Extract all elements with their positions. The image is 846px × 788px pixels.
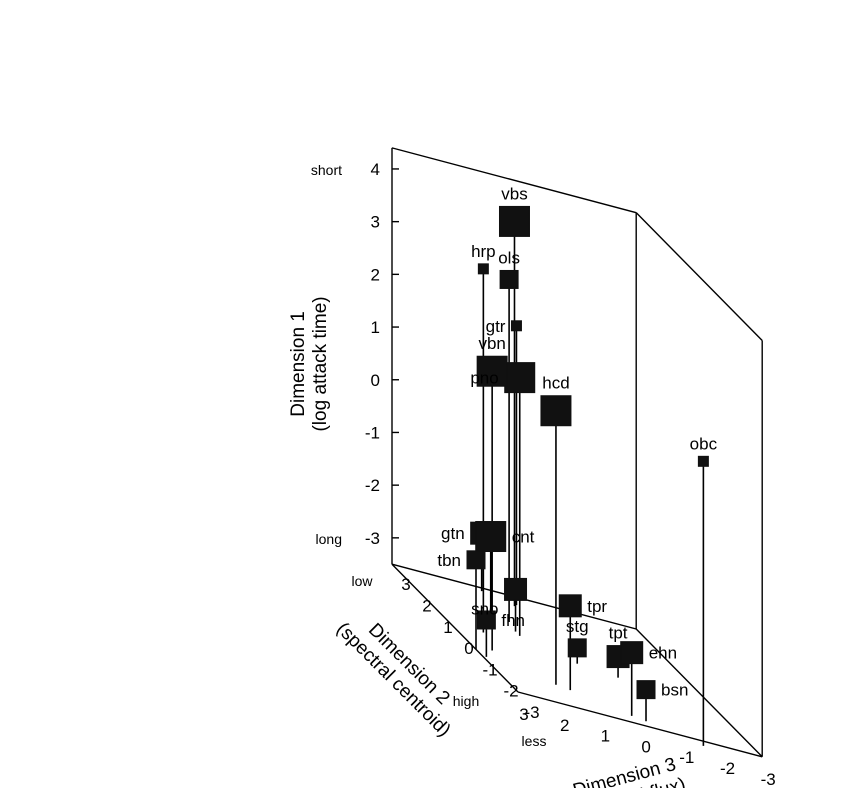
marker-vbs bbox=[498, 205, 530, 237]
dim2-tick-label: 1 bbox=[443, 618, 452, 637]
point-label-hrp: hrp bbox=[471, 242, 496, 261]
marker-obc bbox=[697, 455, 709, 467]
point-label-hcd: hcd bbox=[542, 374, 569, 393]
marker-stg bbox=[567, 638, 587, 658]
wall-top-left bbox=[391, 147, 637, 214]
point-label-pno: pno bbox=[470, 369, 498, 388]
marker-vbn bbox=[476, 355, 508, 387]
marker-sno bbox=[504, 577, 528, 601]
point-label-fhn: fhn bbox=[501, 611, 525, 630]
marker-hcd bbox=[540, 395, 572, 427]
dim3-tick-label: 3 bbox=[519, 705, 528, 724]
point-label-sno: sno bbox=[471, 599, 498, 618]
marker-ehn bbox=[620, 641, 644, 665]
point-label-vbs: vbs bbox=[501, 184, 527, 203]
point-label-tpr: tpr bbox=[587, 597, 607, 616]
dim1-tick-label: -2 bbox=[365, 476, 380, 495]
point-label-vbn: vbn bbox=[478, 334, 505, 353]
point-label-tbn: tbn bbox=[437, 551, 461, 570]
dim2-tick-label: 0 bbox=[464, 639, 473, 658]
point-label-bsn: bsn bbox=[661, 681, 688, 700]
dim2-end-label-end: high bbox=[453, 693, 479, 709]
dim2-tick-label: 2 bbox=[422, 597, 431, 616]
floor-edge-dim3 bbox=[517, 691, 763, 758]
point-label-ols: ols bbox=[498, 248, 520, 267]
dim1-end-label-top: short bbox=[311, 162, 342, 178]
marker-tpr bbox=[558, 594, 582, 618]
point-label-tpt: tpt bbox=[609, 624, 628, 643]
dim1-tick-label: -3 bbox=[365, 529, 380, 548]
dim3-tick-label: -3 bbox=[761, 770, 776, 788]
marker-tbn bbox=[466, 550, 486, 570]
dim3-tick-label: -2 bbox=[720, 759, 735, 778]
dim1-axis-label-line: Dimension 1 bbox=[288, 311, 309, 417]
dim1-tick-label: 4 bbox=[371, 160, 380, 179]
point-label-stg: stg bbox=[566, 617, 589, 636]
marker-ols bbox=[499, 269, 519, 289]
dim3-tick-label: 0 bbox=[641, 737, 650, 756]
dim2-tick-label: -2 bbox=[503, 682, 518, 701]
dim3-end-label-start: less bbox=[522, 733, 547, 749]
dim1-tick-label: 1 bbox=[371, 318, 380, 337]
marker-fhn bbox=[476, 610, 496, 630]
dim1-end-label-bottom: long bbox=[316, 531, 342, 547]
marker-bsn bbox=[636, 680, 656, 700]
dim1-tick-label: 2 bbox=[371, 265, 380, 284]
dim3-tick-label: 2 bbox=[560, 716, 569, 735]
stems bbox=[475, 221, 705, 746]
marker-pno bbox=[504, 362, 536, 394]
dim2-end-label-start: low bbox=[351, 573, 373, 589]
dim3-tick-label: -1 bbox=[679, 748, 694, 767]
point-label-obc: obc bbox=[690, 434, 718, 453]
point-label-cnt: cnt bbox=[512, 528, 535, 547]
wall-top-right bbox=[635, 212, 763, 341]
dim2-tick-label: -3 bbox=[524, 703, 539, 722]
floor-edge-dim2 bbox=[391, 563, 519, 693]
marker-hrp bbox=[477, 263, 489, 275]
dim3-tick-label: 1 bbox=[601, 727, 610, 746]
dim3-axis-label: Dimension 3(spectral flux) bbox=[567, 753, 688, 788]
axes-frame bbox=[391, 147, 763, 758]
point-label-gtn: gtn bbox=[441, 524, 465, 543]
dim1-tick-label: 0 bbox=[371, 371, 380, 390]
dim1-axis-label-line: (log attack time) bbox=[310, 296, 331, 431]
marker-gtr bbox=[510, 320, 522, 332]
dim1-tick-label: -1 bbox=[365, 423, 380, 442]
markers bbox=[466, 205, 709, 700]
point-label-gtr: gtr bbox=[486, 317, 506, 336]
labels: gtn gtr vbs cnt ols sno hrp pno tbn vbn fhn stg tpt h… bbox=[437, 184, 717, 699]
dim1-tick-label: 3 bbox=[371, 213, 380, 232]
dim1-axis-label: Dimension 1(log attack time) bbox=[288, 296, 331, 431]
marker-cnt bbox=[475, 521, 507, 553]
dim2-tick-label: -1 bbox=[482, 660, 497, 679]
dim2-tick-label: 3 bbox=[401, 575, 410, 594]
point-label-ehn: ehn bbox=[649, 644, 677, 663]
floor-edge-back-right bbox=[635, 628, 763, 758]
